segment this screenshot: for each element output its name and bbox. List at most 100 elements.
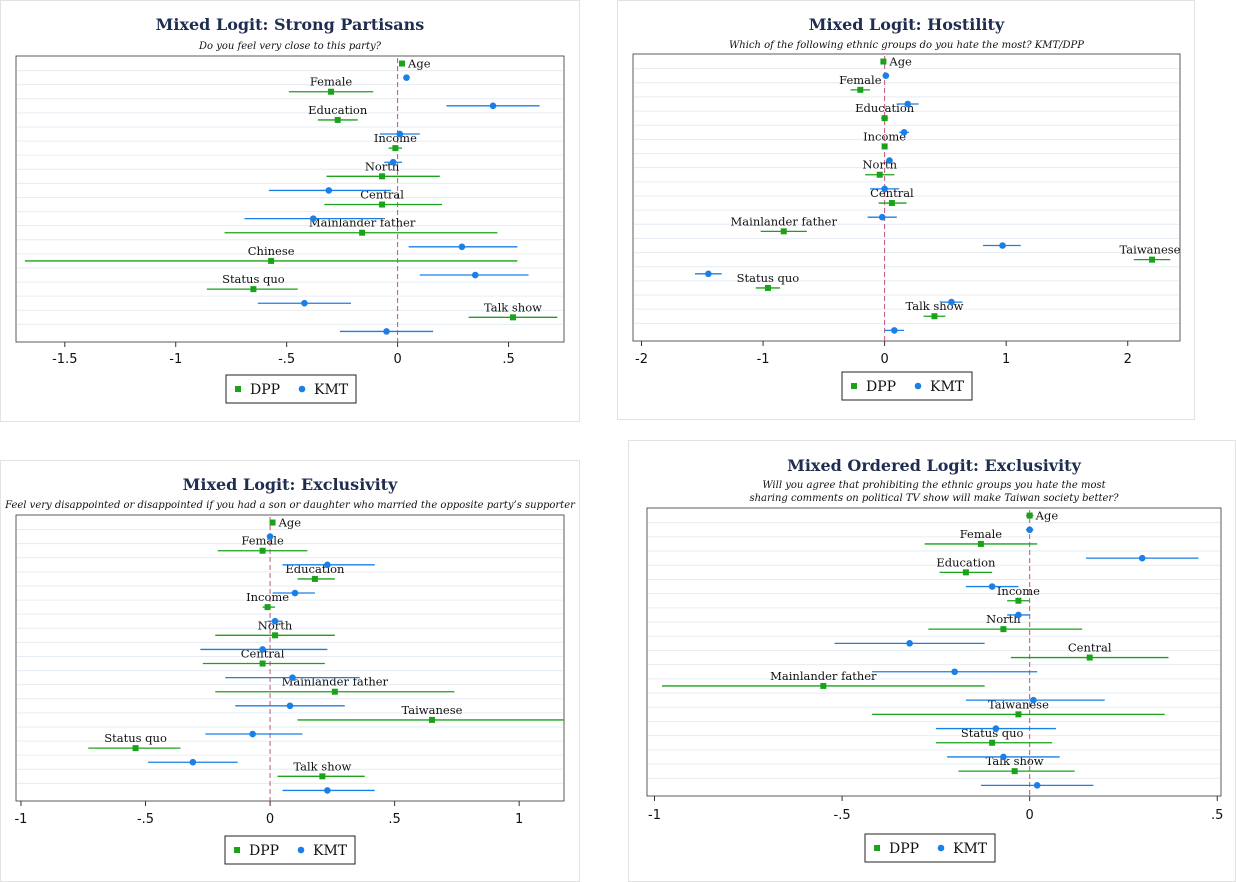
kmt-point-status-quo <box>189 758 197 766</box>
dpp-point-north <box>272 632 279 639</box>
kmt-point-income <box>886 157 893 164</box>
coef-label-talk-show: Talk show <box>293 759 351 773</box>
dpp-point-female <box>259 547 266 554</box>
plot-area <box>15 514 565 802</box>
chart-title: Mixed Ordered Logit: Exclusivity <box>787 456 1081 475</box>
panel-exclusivity: Mixed Logit: Exclusivity Feel very disapp… <box>0 460 580 882</box>
dpp-point-education <box>881 115 888 122</box>
chart-title: Mixed Logit: Hostility <box>809 15 1005 34</box>
coef-label-north: North <box>986 612 1021 626</box>
legend-dpp-label: DPP <box>889 841 919 857</box>
chart-hostility: Mixed Logit: Hostility Which of the follo… <box>632 15 1181 401</box>
coef-label-education: Education <box>308 103 368 117</box>
kmt-point-central <box>951 668 958 676</box>
dpp-point-age <box>399 60 406 67</box>
kmt-point-talk-show <box>324 787 331 794</box>
kmt-point-education <box>396 130 404 138</box>
chart-ordered-exclusivity: Mixed Ordered Logit: Exclusivity Will you… <box>646 456 1223 863</box>
dpp-point-income <box>1015 597 1022 604</box>
coef-label-chinese: Chinese <box>248 244 295 258</box>
x-tick-label: -.5 <box>137 812 154 827</box>
dpp-point-talk-show <box>319 773 326 780</box>
dpp-point-income <box>392 145 399 152</box>
coef-label-north: North <box>258 618 293 632</box>
coef-label-mainlander-father: Mainlander father <box>731 214 838 228</box>
chart-legend: DPP KMT <box>864 833 996 863</box>
chart-legend: DPP KMT <box>225 374 357 404</box>
dpp-point-status-quo <box>132 745 139 752</box>
coef-label-education: Education <box>285 562 345 576</box>
legend-kmt-label: KMT <box>314 382 349 398</box>
x-tick-label: 0 <box>880 352 888 367</box>
kmt-point-female <box>324 561 331 569</box>
coef-label-age: Age <box>407 57 431 71</box>
kmt-point-age <box>882 72 890 79</box>
legend-dpp-marker <box>235 386 241 392</box>
dpp-point-north <box>379 173 386 180</box>
chart-subtitle: Feel very disappointed or disappointed i… <box>4 500 576 511</box>
dpp-point-female <box>328 88 335 95</box>
coef-label-status-quo: Status quo <box>104 731 167 745</box>
legend-box <box>224 835 356 865</box>
x-tick-label: -1 <box>14 812 27 827</box>
coef-label-mainlander-father: Mainlander father <box>309 216 416 230</box>
dpp-point-age <box>1026 512 1033 519</box>
kmt-point-education <box>291 589 299 597</box>
x-tick-label: 0 <box>1026 808 1034 823</box>
kmt-point-mainlander-father <box>286 702 294 710</box>
kmt-point-female <box>489 102 497 110</box>
x-tick-label: 0 <box>393 352 401 367</box>
kmt-point-central <box>289 674 296 681</box>
kmt-point-income <box>389 158 397 166</box>
chart-title: Mixed Logit: Strong Partisans <box>156 15 425 34</box>
coef-label-income: Income <box>863 129 906 143</box>
dpp-point-mainlander-father <box>780 228 787 235</box>
x-tick-label: 0 <box>266 812 274 827</box>
dpp-point-talk-show <box>509 314 516 321</box>
legend-kmt-marker <box>914 382 922 390</box>
coef-label-status-quo: Status quo <box>737 271 800 285</box>
kmt-point-status-quo <box>1000 753 1007 761</box>
kmt-point-talk-show <box>891 327 898 334</box>
kmt-point-central <box>878 213 886 221</box>
coef-label-age: Age <box>278 516 302 530</box>
dpp-point-status-quo <box>250 286 257 293</box>
dpp-point-age <box>269 519 276 526</box>
chart-subtitle: Which of the following ethnic groups do … <box>729 40 1084 51</box>
kmt-point-mainlander-father <box>1030 696 1037 704</box>
kmt-point-taiwanese <box>705 270 712 278</box>
dpp-point-north <box>876 171 883 178</box>
dpp-point-age <box>880 58 887 65</box>
kmt-point-education <box>900 128 908 136</box>
coef-label-female: Female <box>839 73 882 87</box>
dpp-point-mainlander-father <box>331 688 338 695</box>
kmt-point-talk-show <box>383 328 390 335</box>
kmt-point-education <box>988 583 996 590</box>
kmt-point-age <box>266 533 274 540</box>
kmt-point-mainlander-father <box>999 242 1006 249</box>
dpp-point-female <box>857 86 864 93</box>
coef-label-taiwanese: Taiwanese <box>988 697 1049 711</box>
legend-box <box>864 833 996 863</box>
dpp-point-income <box>881 143 888 150</box>
x-tick-label: -1 <box>169 352 182 367</box>
legend-kmt-marker <box>937 844 945 852</box>
dpp-point-education <box>962 569 969 576</box>
x-tick-label: -.5 <box>278 352 295 367</box>
legend-dpp-label: DPP <box>250 382 280 398</box>
panel-hostility: Mixed Logit: Hostility Which of the follo… <box>617 0 1195 420</box>
kmt-point-income <box>271 617 279 625</box>
x-tick-label: .5 <box>502 352 514 367</box>
kmt-point-north <box>259 646 266 653</box>
kmt-point-status-quo <box>301 299 308 307</box>
panel-ordered-exclusivity: Mixed Ordered Logit: Exclusivity Will you… <box>628 440 1236 882</box>
kmt-point-mainlander-father <box>458 243 466 251</box>
chart-exclusivity: Mixed Logit: Exclusivity Feel very disapp… <box>4 475 576 865</box>
dpp-point-mainlander-father <box>359 229 366 236</box>
coef-label-talk-show: Talk show <box>905 299 963 313</box>
chart-legend: DPP KMT <box>224 835 356 865</box>
kmt-point-age <box>403 74 410 81</box>
dpp-point-taiwanese <box>428 716 435 723</box>
kmt-point-north <box>881 185 888 193</box>
dpp-point-income <box>264 604 271 611</box>
